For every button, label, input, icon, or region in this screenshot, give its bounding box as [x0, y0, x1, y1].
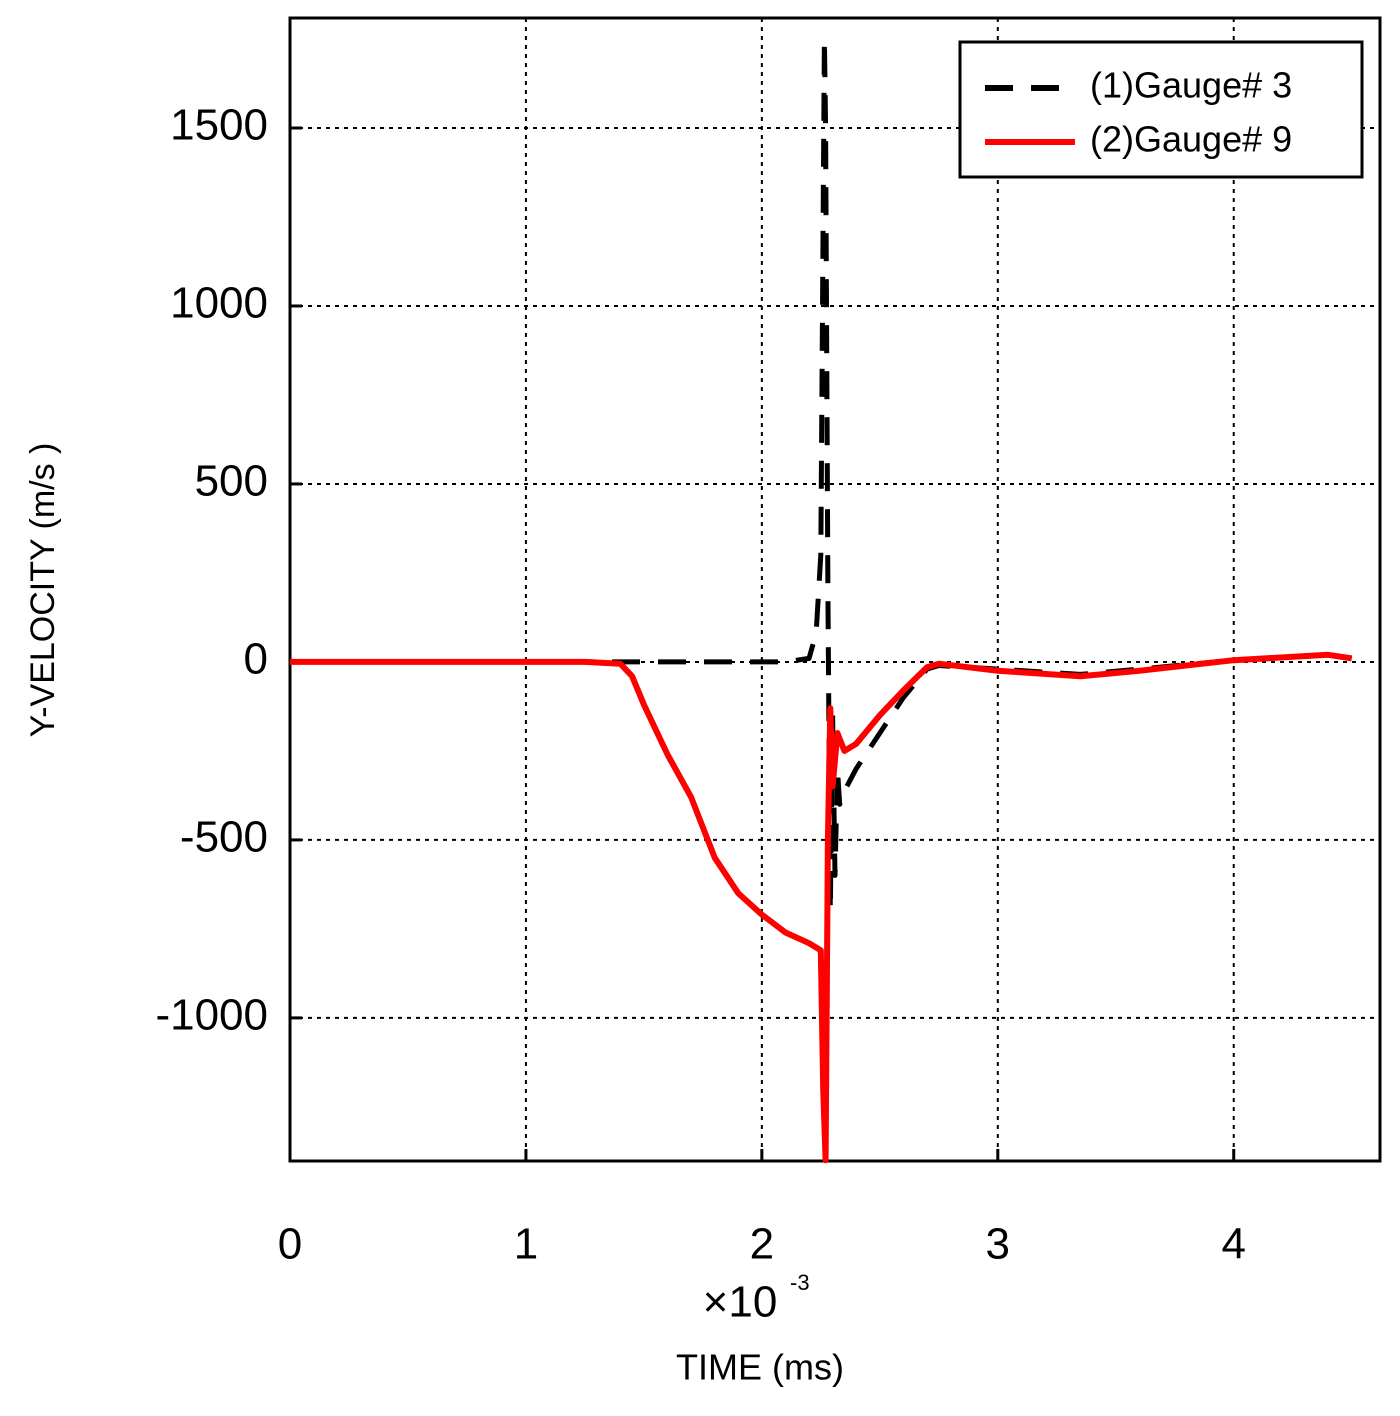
x-tick-label: 3	[986, 1220, 1010, 1269]
x-tick-label: 1	[514, 1220, 538, 1269]
legend-label: (1)Gauge# 3	[1090, 65, 1292, 106]
legend-box	[958, 40, 1364, 179]
x-tick-label: 0	[278, 1220, 302, 1269]
y-tick-label: 1000	[170, 279, 268, 328]
x-multiplier-exponent: -3	[790, 1270, 810, 1295]
y-tick-label: 500	[195, 457, 268, 506]
y-tick-label: 0	[244, 635, 268, 684]
x-tick-label: 4	[1221, 1220, 1245, 1269]
plot-frame	[288, 16, 1382, 1163]
x-axis-label: TIME (ms)	[676, 1347, 844, 1388]
y-tick-label: -1000	[155, 991, 268, 1040]
x-multiplier: ×10	[703, 1278, 778, 1327]
y-tick-label: 1500	[170, 101, 268, 150]
data-line	[290, 651, 1353, 1164]
y-axis-label: Y-VELOCITY (m/s )	[24, 443, 62, 738]
x-tick-label: 2	[750, 1220, 774, 1269]
legend-label: (2)Gauge# 9	[1090, 119, 1292, 160]
y-tick-label: -500	[180, 813, 268, 862]
